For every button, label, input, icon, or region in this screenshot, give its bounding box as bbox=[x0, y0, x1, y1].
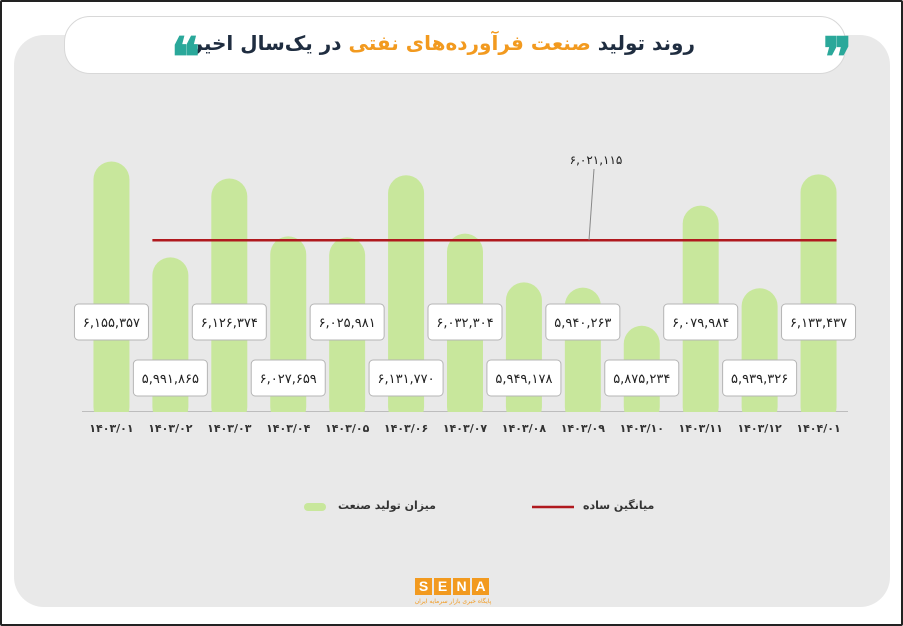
average-callout-line bbox=[588, 168, 595, 241]
legend-item-production: میزان تولید صنعت bbox=[304, 499, 436, 517]
legend-production-swatch bbox=[304, 503, 326, 511]
bar-4 bbox=[270, 236, 307, 425]
value-label-13: ۶,۱۳۳,۴۳۷ bbox=[790, 316, 847, 331]
x-tick-label-6: ۱۴۰۳/۰۶ bbox=[384, 422, 428, 435]
opening-quote-icon: ❝ bbox=[171, 25, 201, 89]
value-label-box-3 bbox=[191, 303, 267, 341]
value-label-box-5 bbox=[309, 303, 385, 341]
value-label-10: ۵,۸۷۵,۲۳۴ bbox=[613, 372, 670, 387]
value-label-box-6 bbox=[368, 359, 444, 397]
x-tick-label-11: ۱۴۰۳/۱۱ bbox=[679, 422, 723, 435]
chart-title: روند تولید صنعت فرآورده‌های نفتی در یک‌س… bbox=[191, 31, 695, 55]
legend-average-swatch bbox=[532, 505, 574, 509]
bar-8 bbox=[505, 282, 542, 425]
title-highlight: صنعت فرآورده‌های نفتی bbox=[348, 31, 591, 55]
value-label-box-12 bbox=[722, 359, 798, 397]
value-label-box-8 bbox=[486, 359, 562, 397]
x-tick-label-10: ۱۴۰۳/۱۰ bbox=[620, 422, 664, 435]
bar-13 bbox=[800, 174, 837, 425]
value-label-7: ۶,۰۳۲,۳۰۴ bbox=[436, 316, 493, 331]
average-value-label: ۶,۰۲۱,۱۱۵ bbox=[570, 153, 623, 167]
logo-tagline: پایگاه خبری بازار سرمایه ایران bbox=[414, 598, 492, 605]
legend-average-label: میانگین ساده bbox=[583, 499, 655, 512]
bar-3 bbox=[211, 178, 248, 425]
value-label-box-11 bbox=[663, 303, 739, 341]
x-tick-label-8: ۱۴۰۳/۰۸ bbox=[502, 422, 547, 435]
logo-letter-n: N bbox=[453, 578, 470, 595]
value-label-box-10 bbox=[604, 359, 680, 397]
x-tick-label-1: ۱۴۰۳/۰۱ bbox=[89, 422, 133, 435]
logo-letter-e: E bbox=[434, 578, 451, 595]
logo-letter-s: S bbox=[415, 578, 432, 595]
bar-1 bbox=[93, 161, 130, 426]
value-label-box-4 bbox=[250, 359, 326, 397]
title-banner: روند تولید صنعت فرآورده‌های نفتی در یک‌س… bbox=[64, 16, 852, 89]
legend-production-label: میزان تولید صنعت bbox=[338, 499, 436, 512]
bar-2 bbox=[152, 257, 189, 425]
x-tick-label-2: ۱۴۰۳/۰۲ bbox=[148, 422, 193, 435]
value-label-11: ۶,۰۷۹,۹۸۴ bbox=[672, 316, 729, 331]
value-label-8: ۵,۹۴۹,۱۷۸ bbox=[495, 372, 552, 387]
value-label-box-2 bbox=[132, 359, 208, 397]
sena-logo-letters: S E N A bbox=[415, 578, 489, 595]
logo-letter-a: A bbox=[472, 578, 489, 595]
value-label-4: ۶,۰۲۷,۶۵۹ bbox=[260, 372, 317, 387]
value-label-1: ۶,۱۵۵,۳۵۷ bbox=[83, 316, 140, 331]
legend-production-rect bbox=[304, 503, 326, 511]
title-part-1: روند تولید bbox=[597, 31, 695, 55]
value-label-box-13 bbox=[781, 303, 857, 341]
value-label-9: ۵,۹۴۰,۲۶۳ bbox=[554, 316, 611, 331]
value-label-3: ۶,۱۲۶,۳۷۴ bbox=[201, 316, 258, 331]
x-tick-label-5: ۱۴۰۳/۰۵ bbox=[325, 422, 370, 435]
legend-item-average: میانگین ساده bbox=[532, 499, 654, 517]
value-label-6: ۶,۱۳۱,۷۷۰ bbox=[377, 372, 434, 387]
baseline-mask bbox=[82, 412, 848, 428]
x-tick-label-13: ۱۴۰۴/۰۱ bbox=[796, 422, 840, 435]
x-tick-label-9: ۱۴۰۳/۰۹ bbox=[561, 422, 606, 435]
closing-quote-icon: ❞ bbox=[823, 25, 853, 89]
value-label-box-9 bbox=[545, 303, 621, 341]
value-label-box-7 bbox=[427, 303, 503, 341]
value-label-5: ۶,۰۲۵,۹۸۱ bbox=[319, 316, 376, 331]
value-label-box-1 bbox=[73, 303, 149, 341]
bar-12 bbox=[741, 288, 778, 425]
x-tick-label-3: ۱۴۰۳/۰۳ bbox=[207, 422, 252, 435]
title-part-2: در یک‌سال اخیر bbox=[191, 31, 342, 55]
x-tick-label-12: ۱۴۰۳/۱۲ bbox=[737, 422, 782, 435]
x-tick-label-7: ۱۴۰۳/۰۷ bbox=[443, 422, 488, 435]
value-label-12: ۵,۹۳۹,۳۲۶ bbox=[731, 372, 788, 387]
value-label-2: ۵,۹۹۱,۸۶۵ bbox=[142, 372, 199, 387]
sena-logo: S E N A پایگاه خبری بازار سرمایه ایران bbox=[413, 578, 493, 610]
x-tick-label-4: ۱۴۰۳/۰۴ bbox=[266, 422, 311, 435]
